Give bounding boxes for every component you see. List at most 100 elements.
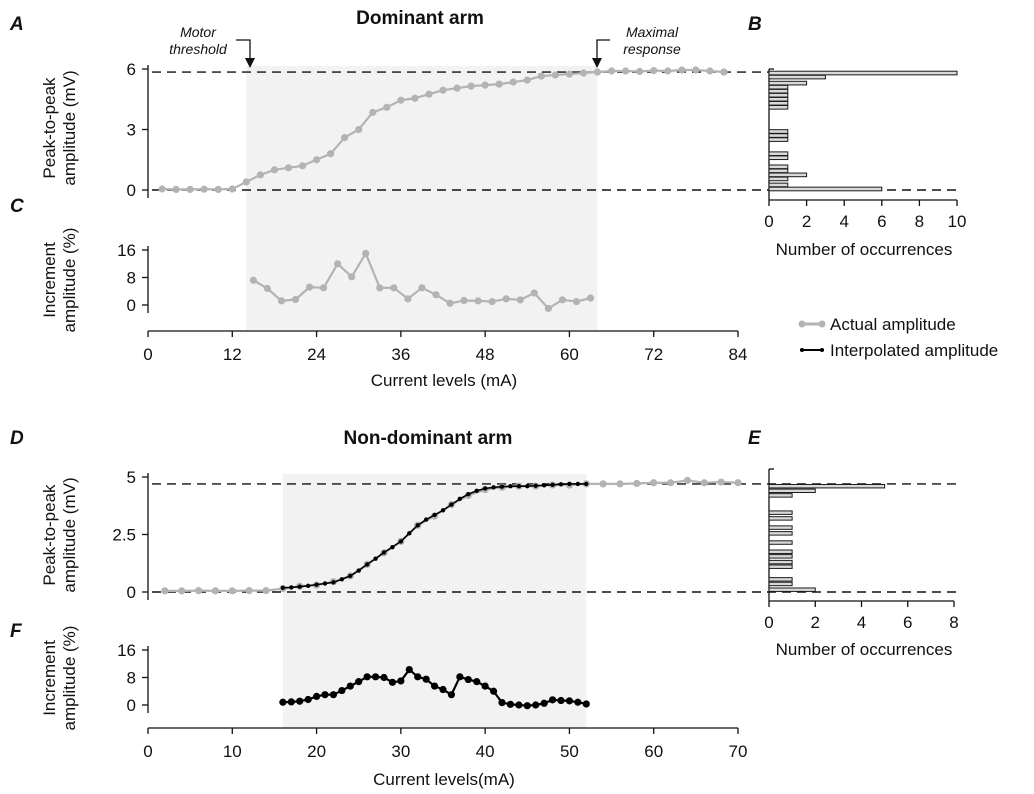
- data-point-d-interp-22: [466, 492, 471, 497]
- y-tick-label-a-1: 3: [127, 121, 136, 140]
- data-point-d-interp-1: [289, 585, 294, 590]
- data-point-a-actual-7: [256, 171, 264, 179]
- ylabel-d: Peak-to-peak amplitude (mV): [40, 477, 79, 592]
- data-point-a-actual-39: [706, 67, 714, 75]
- hist-bar-e-12: [768, 493, 793, 498]
- data-point-c-actual-2: [277, 297, 286, 305]
- data-point-d-actual-34: [734, 479, 742, 487]
- data-point-a-actual-9: [284, 164, 293, 172]
- data-point-c-actual-4: [305, 283, 314, 291]
- x-tick-label-f-7: 70: [729, 742, 748, 761]
- data-point-a-actual-38: [692, 66, 700, 74]
- data-point-d-actual-33: [717, 478, 725, 486]
- data-point-d-interp-13: [390, 544, 395, 550]
- hist-bar-b-7: [768, 151, 789, 157]
- hist-bar-b-6: [768, 155, 789, 161]
- data-point-a-actual-17: [397, 96, 405, 104]
- data-point-d-interp-9: [356, 568, 361, 573]
- data-point-c-actual-23: [572, 297, 581, 306]
- panel-letter-c: C: [10, 196, 24, 217]
- hist-bar-e-10: [768, 516, 793, 521]
- hist-bar-e-8: [768, 531, 793, 536]
- hist-bar-e-5: [768, 554, 793, 559]
- data-point-c-actual-9: [376, 284, 384, 292]
- ylabel-d-line2: amplitude (mV): [60, 477, 79, 592]
- data-point-d-interp-20: [449, 502, 454, 507]
- data-point-a-actual-19: [425, 90, 433, 98]
- xlabel-b: Number of occurrences: [776, 240, 953, 259]
- data-point-f-interp-31: [540, 699, 548, 707]
- data-point-f-interp-0: [279, 698, 287, 706]
- ylabel-f: Increment amplitude (%): [40, 626, 79, 731]
- data-point-d-interp-33: [558, 482, 564, 487]
- x-tick-label-c-1: 12: [223, 345, 242, 364]
- data-point-f-interp-12: [380, 673, 388, 682]
- hist-bar-b-11: [768, 105, 789, 110]
- data-point-a-actual-16: [383, 103, 391, 111]
- data-point-c-actual-1: [263, 284, 272, 293]
- legend-interp-label: Interpolated amplitude: [830, 341, 998, 360]
- data-point-f-interp-7: [338, 686, 346, 695]
- panel-letter-f: F: [10, 621, 23, 642]
- hist-x-tick-label-e-1: 2: [811, 613, 820, 632]
- annotation-maximal-line2: response: [623, 41, 681, 57]
- panel-letter-e: E: [748, 428, 762, 449]
- hist-bar-e-4: [768, 559, 793, 565]
- data-point-a-actual-30: [579, 69, 588, 77]
- data-point-a-actual-26: [523, 76, 531, 84]
- data-point-c-actual-15: [460, 296, 468, 305]
- y-tick-label-a-2: 6: [127, 60, 136, 79]
- data-point-f-interp-8: [346, 682, 354, 690]
- data-point-a-actual-35: [650, 67, 658, 75]
- data-point-f-interp-24: [481, 682, 489, 690]
- data-point-c-actual-18: [502, 295, 510, 303]
- data-point-c-actual-16: [474, 297, 482, 305]
- data-point-a-actual-6: [242, 178, 250, 186]
- hist-bar-e-9: [768, 525, 793, 530]
- data-point-a-actual-29: [565, 70, 574, 78]
- data-point-a-actual-2: [186, 185, 194, 193]
- data-point-d-interp-25: [491, 485, 496, 490]
- hist-x-tick-label-b-4: 8: [915, 212, 924, 231]
- hist-bar-b-0: [768, 186, 883, 192]
- data-point-d-actual-4: [228, 587, 236, 595]
- hist-bar-e-13: [768, 488, 816, 494]
- data-point-d-interp-21: [457, 496, 463, 502]
- data-point-f-interp-23: [473, 678, 481, 686]
- x-tick-label-c-6: 72: [644, 345, 663, 364]
- panel-letter-b: B: [748, 14, 762, 35]
- data-point-f-interp-25: [489, 687, 498, 695]
- data-point-d-interp-0: [280, 585, 286, 591]
- panel-letter-a: A: [9, 14, 24, 35]
- data-point-f-interp-10: [363, 673, 371, 681]
- data-point-d-actual-28: [633, 479, 641, 488]
- data-point-d-interp-31: [541, 483, 547, 488]
- data-point-f-interp-6: [329, 691, 338, 699]
- xlabel-f: Current levels(mA): [373, 770, 515, 789]
- ylabel-c-line1: Increment: [40, 242, 59, 318]
- hist-bar-e-1: [768, 581, 793, 587]
- data-point-a-actual-24: [495, 80, 503, 88]
- data-point-d-interp-4: [314, 582, 319, 587]
- data-point-a-actual-12: [327, 150, 335, 158]
- annotation-motor-line2: threshold: [169, 41, 228, 57]
- hist-bar-b-15: [768, 88, 789, 94]
- y-tick-label-f-1: 8: [127, 669, 136, 688]
- data-point-a-actual-18: [411, 94, 419, 102]
- data-point-d-interp-32: [550, 482, 555, 488]
- data-point-d-actual-26: [599, 480, 607, 488]
- data-point-d-interp-7: [339, 577, 345, 582]
- ylabel-a-line1: Peak-to-peak: [40, 77, 59, 179]
- annotation-motor-arrow: [236, 39, 251, 64]
- ylabel-d-line1: Peak-to-peak: [40, 484, 59, 586]
- hist-bar-b-14: [768, 92, 789, 98]
- data-point-d-interp-35: [575, 481, 581, 487]
- hist-x-tick-label-b-3: 6: [877, 212, 886, 231]
- data-point-d-actual-0: [161, 587, 169, 595]
- hist-bar-b-12: [768, 100, 789, 106]
- y-tick-label-f-0: 0: [127, 696, 136, 715]
- hist-x-tick-label-b-5: 10: [948, 212, 967, 231]
- data-point-a-actual-0: [158, 185, 166, 193]
- data-point-f-interp-4: [312, 692, 321, 701]
